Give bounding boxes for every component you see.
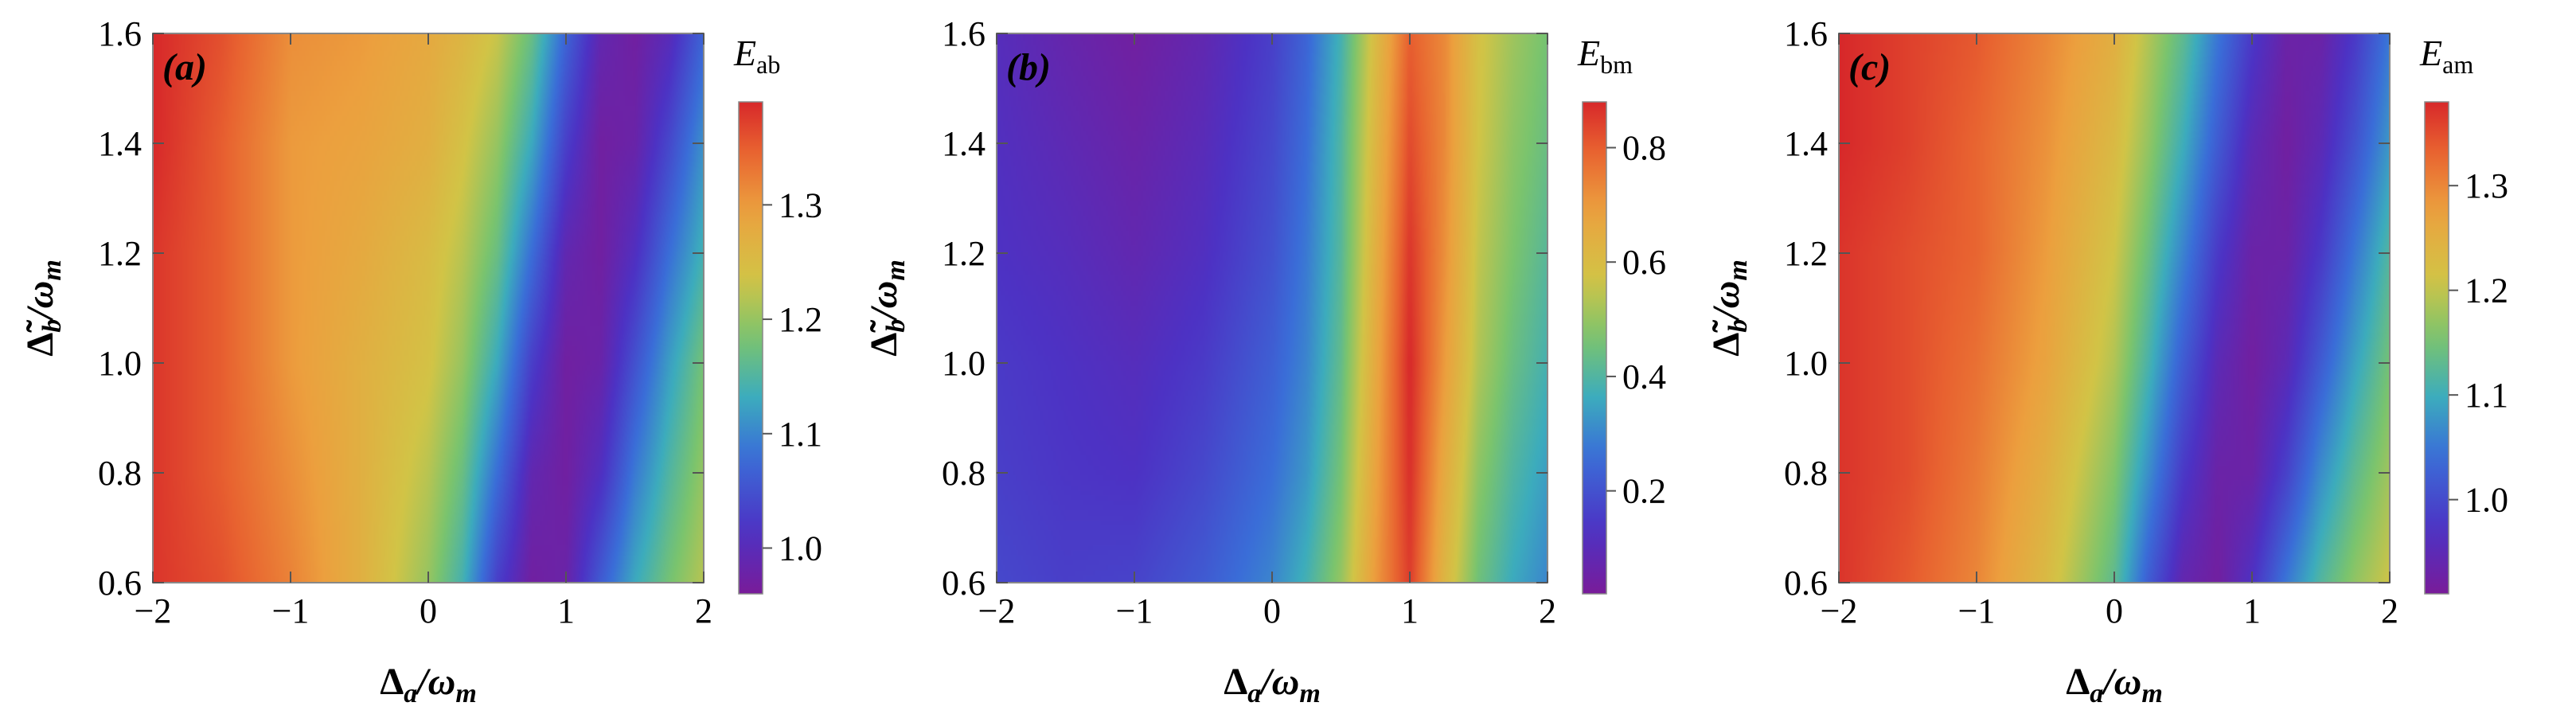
x-tick-label: 0 — [420, 591, 437, 630]
colorbar-tick-label: 1.3 — [779, 185, 822, 224]
panel-b: −2 −1 0 1 2 0.6 0.8 1.0 1.2 1.4 1.6 (b) Δa/ωm Δ̃b/ωm 0… — [863, 14, 1666, 708]
y-tick-label: 1.0 — [1784, 344, 1828, 383]
x-tick-label: 1 — [557, 591, 575, 630]
colorbar-tick-label: 1.1 — [2465, 376, 2508, 415]
y-axis-title: Δ̃b/ωm — [19, 259, 67, 357]
x-tick-label: −2 — [135, 591, 172, 630]
y-tick-label: 0.8 — [1784, 454, 1828, 493]
colorbar — [738, 101, 763, 595]
colorbar — [1582, 101, 1607, 595]
y-tick-label: 0.8 — [98, 454, 142, 493]
panel-c: −2 −1 0 1 2 0.6 0.8 1.0 1.2 1.4 1.6 (c) Δa/ωm Δ̃b/ωm 1… — [1705, 14, 2508, 708]
panel-label: (c) — [1848, 46, 1891, 88]
colorbar-tick-label: 1.2 — [2465, 271, 2508, 310]
y-tick-label: 1.2 — [1784, 234, 1828, 273]
x-axis-title: Δa/ωm — [380, 661, 477, 708]
y-tick-label: 1.4 — [98, 124, 142, 163]
colorbar-title: Ebm — [1577, 33, 1633, 79]
x-tick-label: −2 — [1821, 591, 1858, 630]
y-tick-label: 1.0 — [98, 344, 142, 383]
colorbar-title: Eam — [2419, 33, 2473, 79]
colorbar — [2424, 101, 2449, 595]
x-tick-label: −1 — [272, 591, 310, 630]
heatmap-surface — [997, 33, 1548, 583]
y-tick-label: 1.6 — [1784, 14, 1828, 53]
x-tick-label: 1 — [1401, 591, 1419, 630]
panel-label: (a) — [162, 46, 207, 88]
x-tick-label: 1 — [2243, 591, 2261, 630]
colorbar-tick-label: 0.8 — [1622, 128, 1666, 167]
x-axis-title: Δa/ωm — [2066, 661, 2163, 708]
y-tick-label: 1.2 — [98, 234, 142, 273]
y-tick-label: 0.6 — [942, 564, 986, 603]
colorbar-title: Eab — [733, 33, 780, 79]
y-tick-label: 0.6 — [98, 564, 142, 603]
panel-a: −2 −1 0 1 2 0.6 0.8 1.0 1.2 1.4 1.6 (a) Δa/ωm Δ̃b/ωm 1… — [19, 14, 822, 708]
colorbar-tick-label: 0.4 — [1622, 357, 1666, 396]
y-tick-label: 0.6 — [1784, 564, 1828, 603]
y-tick-label: 1.0 — [942, 344, 986, 383]
x-tick-label: −1 — [1116, 591, 1153, 630]
y-axis-title: Δ̃b/ωm — [1705, 259, 1753, 357]
x-axis-title: Δa/ωm — [1224, 661, 1321, 708]
x-tick-label: 0 — [2106, 591, 2123, 630]
x-tick-label: 2 — [1539, 591, 1556, 630]
heatmap-surface — [1839, 33, 2390, 583]
y-tick-label: 1.4 — [1784, 124, 1828, 163]
x-tick-label: 2 — [695, 591, 712, 630]
y-tick-label: 1.6 — [98, 14, 142, 53]
y-tick-label: 1.2 — [942, 234, 986, 273]
colorbar-tick-label: 0.6 — [1622, 243, 1666, 282]
x-tick-label: −1 — [1958, 591, 1996, 630]
colorbar-tick-label: 1.0 — [779, 529, 822, 568]
y-tick-label: 1.4 — [942, 124, 986, 163]
heatmap-surface — [153, 33, 704, 583]
y-tick-label: 1.6 — [942, 14, 986, 53]
x-tick-label: 2 — [2381, 591, 2398, 630]
y-axis-title: Δ̃b/ωm — [863, 259, 911, 357]
colorbar-tick-label: 1.2 — [779, 300, 822, 339]
colorbar-tick-label: 1.1 — [779, 415, 822, 454]
y-tick-label: 0.8 — [942, 454, 986, 493]
colorbar-tick-label: 1.0 — [2465, 481, 2508, 520]
x-tick-label: 0 — [1263, 591, 1281, 630]
colorbar-tick-label: 0.2 — [1622, 472, 1666, 511]
x-tick-label: −2 — [978, 591, 1016, 630]
panel-label: (b) — [1006, 46, 1051, 88]
colorbar-tick-label: 1.3 — [2465, 166, 2508, 205]
